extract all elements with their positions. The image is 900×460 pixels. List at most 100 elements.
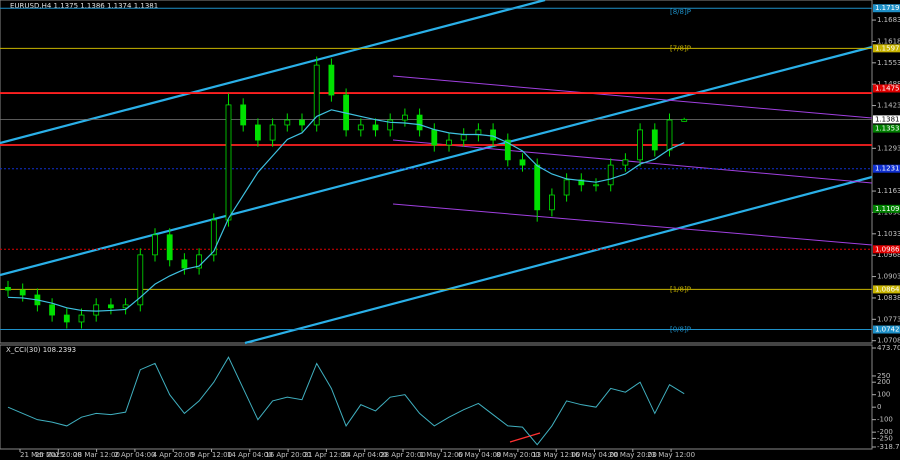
x-tick-label: 28 Mar 12:00 [73,451,120,459]
murrey-box [873,204,900,213]
candle-body [299,119,305,126]
x-tick-label: 16 May 04:00 [570,451,618,459]
x-tick-label: 1 May 12:00 [420,451,464,459]
murrey-value: 1.0864 [875,285,900,293]
murrey-tag: [8/8]P [670,8,691,16]
candle-body [622,159,629,166]
y-tick-label: 1.1293 [877,144,900,152]
candle-body [254,124,261,141]
x-tick-label: 23 May 12:00 [647,451,695,459]
main-frame [0,0,873,344]
cci-tick-label: -200 [877,428,893,436]
channel-line [0,45,873,277]
candle-body [240,104,247,126]
candle-body [666,119,673,151]
x-tick-label: 24 Apr 04:00 [342,451,388,459]
y-tick-label: 1.1683 [877,16,900,24]
cci-frame [0,344,873,450]
y-tick-label: 1.1423 [877,102,900,110]
candle-body [152,234,158,256]
murrey-tag: [0/8]P [670,326,691,334]
candle-body [637,129,643,161]
x-tick-label: 6 May 04:00 [458,451,502,459]
murrey-box [873,325,900,334]
y-tick-label: 1.1553 [877,59,900,67]
murrey-box [873,84,900,93]
murrey-box [873,4,900,13]
candle-body [284,119,291,126]
murrey-value: 1.1597 [875,44,900,52]
murrey-tag: [7/8]P [670,44,691,52]
candle-body [372,124,379,131]
y-tick-label: 1.1163 [877,187,900,195]
candle-body [196,254,203,269]
y-tick-label: 1.0903 [877,273,900,281]
murrey-value: 1.1475 [875,84,900,92]
murrey-value: 1.1231 [875,165,900,173]
cci-tick-label: 200 [877,378,890,386]
x-tick-label: 8 May 20:00 [496,451,540,459]
candle-body [446,139,452,146]
x-tick-label: 13 May 12:00 [532,451,580,459]
y-tick-label: 1.0968 [877,251,900,259]
chart-title: EURUSD,H4 1.1375 1.1386 1.1374 1.1381 [10,2,158,10]
candle-body [269,124,276,141]
moving-average [7,109,685,312]
divergence-line [509,432,541,443]
channel-line [244,175,873,345]
candle-body [607,164,614,186]
trend-line [392,203,873,246]
candle-body [19,289,26,296]
x-tick-label: 14 Apr 04:00 [227,451,273,459]
x-tick-label: 21 Apr 12:00 [304,451,350,459]
candle-body [416,114,423,131]
candle-body [137,254,144,306]
cci-tick-label: 0 [877,403,881,411]
y-tick-label: 1.1033 [877,230,900,238]
x-tick-label: 4 Apr 20:00 [153,451,194,459]
candle-body [431,129,438,146]
candle-body [578,179,585,186]
candle-body [313,64,320,126]
candle-body [63,314,70,323]
murrey-value: 1.1109 [875,205,900,213]
murrey-value: 1.1719 [875,4,900,12]
candle-body [549,194,555,211]
murrey-box [873,285,900,294]
candle-body [78,314,85,323]
murrey-box [873,245,900,254]
candle-body [5,287,11,291]
candle-body [563,179,570,196]
cci-tick-label: -318.786 [877,443,900,451]
cci-tick-label: -250 [877,434,893,442]
murrey-value: 1.1353 [875,125,900,133]
candle-body [651,129,658,151]
candle-body [387,119,394,131]
candle-body [681,118,688,122]
candle-body [490,129,497,141]
candle-body [122,304,129,309]
candle-body [166,234,173,261]
y-tick-label: 1.1618 [877,37,900,45]
candle-body [93,304,100,316]
current-price-box [873,115,900,124]
candle-body [401,114,408,121]
candle-body [49,304,55,316]
candle-body [593,184,599,187]
x-tick-label: 9 Apr 12:00 [191,451,232,459]
murrey-box [873,124,900,133]
candle-body [519,159,526,166]
candle-body [108,304,114,309]
x-tick-label: 28 Apr 20:00 [380,451,426,459]
candle-body [181,259,188,269]
y-tick-label: 1.1488 [877,80,900,88]
x-tick-label: 16 Apr 20:00 [265,451,311,459]
cci-tick-label: -100 [877,416,893,424]
drawings [392,75,873,246]
current-price-label: 1.1381 [875,115,900,123]
cci-tick-label: 100 [877,391,890,399]
candle-body [210,219,217,256]
cci-tick-label: 250 [877,372,890,380]
